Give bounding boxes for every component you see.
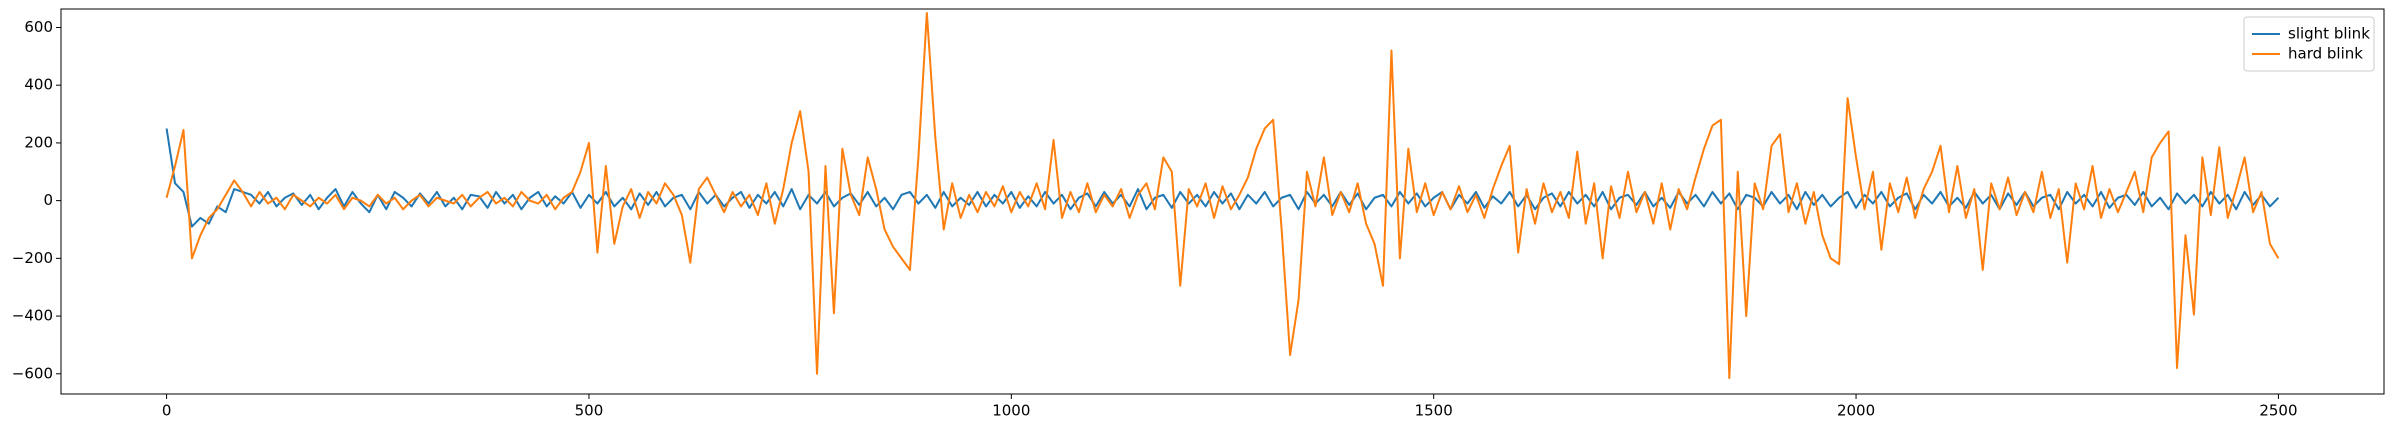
x-tick-label: 1500 <box>1415 402 1453 420</box>
x-tick-label: 1000 <box>992 402 1030 420</box>
x-tick-label: 2000 <box>1837 402 1875 420</box>
x-tick-label: 2500 <box>2259 402 2297 420</box>
series-line <box>165 12 2280 380</box>
y-tick-label: 400 <box>24 76 53 94</box>
y-tick-label: −600 <box>12 364 53 382</box>
y-tick-label: −400 <box>12 307 53 325</box>
y-tick-label: 600 <box>24 18 53 36</box>
plot-frame <box>60 8 2385 395</box>
legend-label: hard blink <box>2288 45 2363 63</box>
y-tick-label: −200 <box>12 249 53 267</box>
x-tick-label: 500 <box>575 402 604 420</box>
y-tick-label: 0 <box>43 191 53 209</box>
x-tick-label: 0 <box>162 402 172 420</box>
series-line <box>165 128 2280 228</box>
legend-label: slight blink <box>2288 25 2370 43</box>
y-tick-label: 200 <box>24 133 53 151</box>
legend-box <box>2243 16 2375 72</box>
